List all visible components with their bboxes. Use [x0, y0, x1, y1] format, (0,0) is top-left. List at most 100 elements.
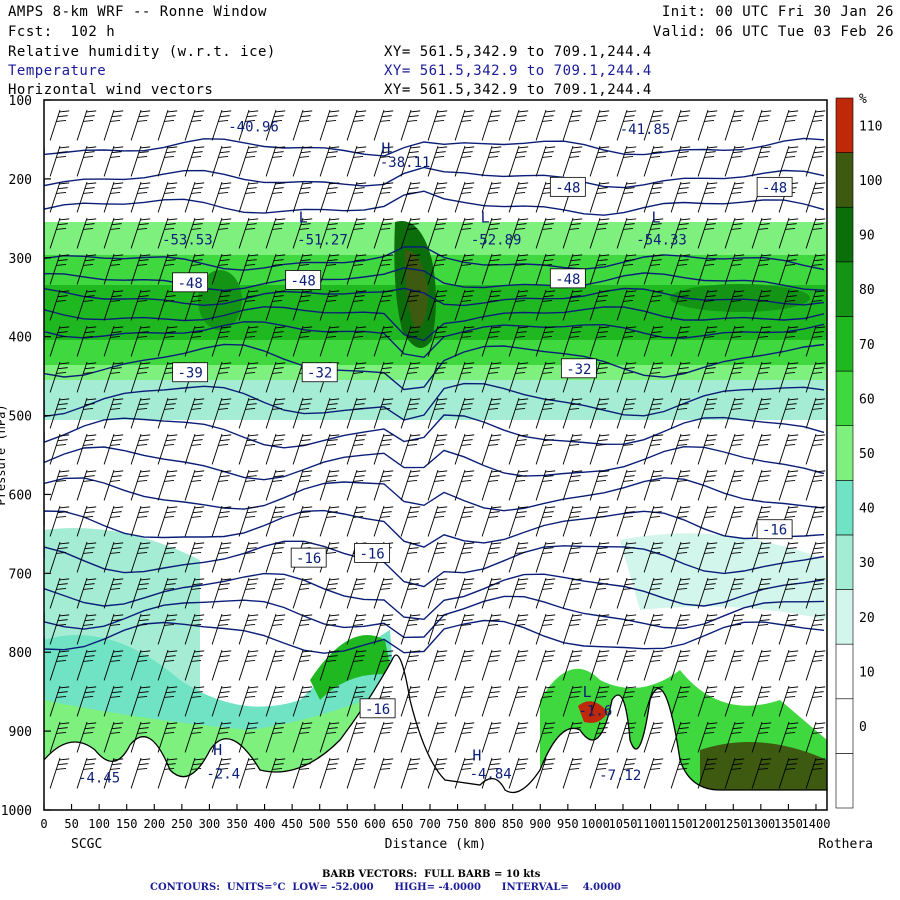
wind-barb	[346, 721, 367, 753]
wind-barb	[238, 613, 259, 645]
x-tick-label: 950	[557, 817, 579, 831]
wind-barb	[319, 685, 340, 717]
wind-barb	[643, 469, 664, 501]
wind-barb	[805, 685, 826, 717]
wind-barb	[805, 181, 826, 213]
wind-barb	[508, 613, 529, 645]
wind-barb	[643, 757, 664, 789]
wind-barb	[346, 253, 367, 285]
wind-barb	[454, 541, 475, 573]
wind-barb	[265, 433, 286, 465]
wind-barb	[805, 541, 826, 573]
wind-barb	[427, 181, 448, 213]
wind-barb	[670, 613, 691, 645]
wind-barb	[319, 217, 340, 249]
wind-barb	[292, 577, 313, 609]
wind-barb	[535, 505, 556, 537]
wind-barb	[778, 109, 799, 141]
wind-barb	[508, 325, 529, 357]
wind-barb	[319, 721, 340, 753]
wind-barb	[103, 217, 124, 249]
wind-barb	[130, 613, 151, 645]
contour-value-label: -4.84	[470, 766, 512, 782]
wind-barb	[805, 361, 826, 393]
contour-box-frame	[354, 543, 390, 563]
x-axis-label: Distance (km)	[385, 837, 487, 852]
wind-barb	[265, 289, 286, 321]
wind-barb	[508, 541, 529, 573]
wind-barb	[238, 109, 259, 141]
wind-barb	[427, 721, 448, 753]
wind-barb	[49, 397, 70, 429]
x-tick-label: 300	[199, 817, 221, 831]
wind-barb	[778, 541, 799, 573]
wind-barb	[130, 577, 151, 609]
y-tick-label: 300	[9, 252, 32, 267]
wind-barb	[157, 253, 178, 285]
x-tick-label: 550	[336, 817, 358, 831]
contour-value-label: -54.33	[636, 232, 687, 248]
wind-barb	[724, 613, 745, 645]
wind-barb	[427, 757, 448, 789]
wind-barb	[373, 469, 394, 501]
wind-barb	[508, 577, 529, 609]
wind-barb	[103, 253, 124, 285]
wind-barb	[157, 541, 178, 573]
wind-barb	[76, 721, 97, 753]
colorbar-tick-label: 90	[859, 229, 875, 244]
x-tick-label: 650	[392, 817, 414, 831]
wind-barb	[643, 325, 664, 357]
wind-barb	[319, 145, 340, 177]
wind-barb	[697, 577, 718, 609]
wind-barb	[778, 721, 799, 753]
wind-barb	[454, 649, 475, 681]
wind-barb	[238, 541, 259, 573]
wind-barb	[49, 757, 70, 789]
wind-barb	[211, 361, 232, 393]
init-time: Init: 00 UTC Fri 30 Jan 26	[661, 4, 894, 20]
contour-box-label: -16	[359, 546, 384, 562]
contour-box-label: -48	[177, 276, 202, 292]
wind-barb	[589, 253, 610, 285]
wind-barb	[697, 325, 718, 357]
colorbar-tick-label: 0	[859, 720, 867, 735]
wind-barb	[481, 145, 502, 177]
wind-barb	[265, 685, 286, 717]
wind-barb	[346, 613, 367, 645]
wind-barb	[346, 109, 367, 141]
wind-barb	[481, 469, 502, 501]
contour-box-label: -16	[762, 523, 787, 539]
wind-barb	[670, 289, 691, 321]
wind-barb	[427, 325, 448, 357]
wind-barb	[454, 433, 475, 465]
colorbar-tick-label: 70	[859, 338, 875, 353]
wind-barb	[319, 757, 340, 789]
wind-barb	[184, 181, 205, 213]
wind-barb	[805, 325, 826, 357]
wind-barb	[211, 721, 232, 753]
contour-box-frame	[756, 176, 793, 197]
wind-barb	[805, 109, 826, 141]
wind-barb	[724, 505, 745, 537]
wind-barb	[76, 685, 97, 717]
wind-barb	[778, 685, 799, 717]
wind-barb	[49, 469, 70, 501]
wind-barb	[616, 577, 637, 609]
wind-barb	[427, 109, 448, 141]
wind-barb	[643, 721, 664, 753]
contour-value-label: -2.4	[206, 766, 240, 782]
wind-barb	[724, 649, 745, 681]
wind-barb	[157, 217, 178, 249]
wind-barb	[508, 145, 529, 177]
wind-barb	[643, 505, 664, 537]
wind-barb	[589, 613, 610, 645]
wind-barb	[238, 289, 259, 321]
wind-barb	[427, 649, 448, 681]
wind-barb	[481, 217, 502, 249]
wind-barb	[400, 505, 421, 537]
wind-barb	[319, 397, 340, 429]
wind-barb	[724, 685, 745, 717]
wind-barb	[697, 433, 718, 465]
colorbar-tick-label: 20	[859, 611, 875, 626]
wind-barb	[805, 505, 826, 537]
